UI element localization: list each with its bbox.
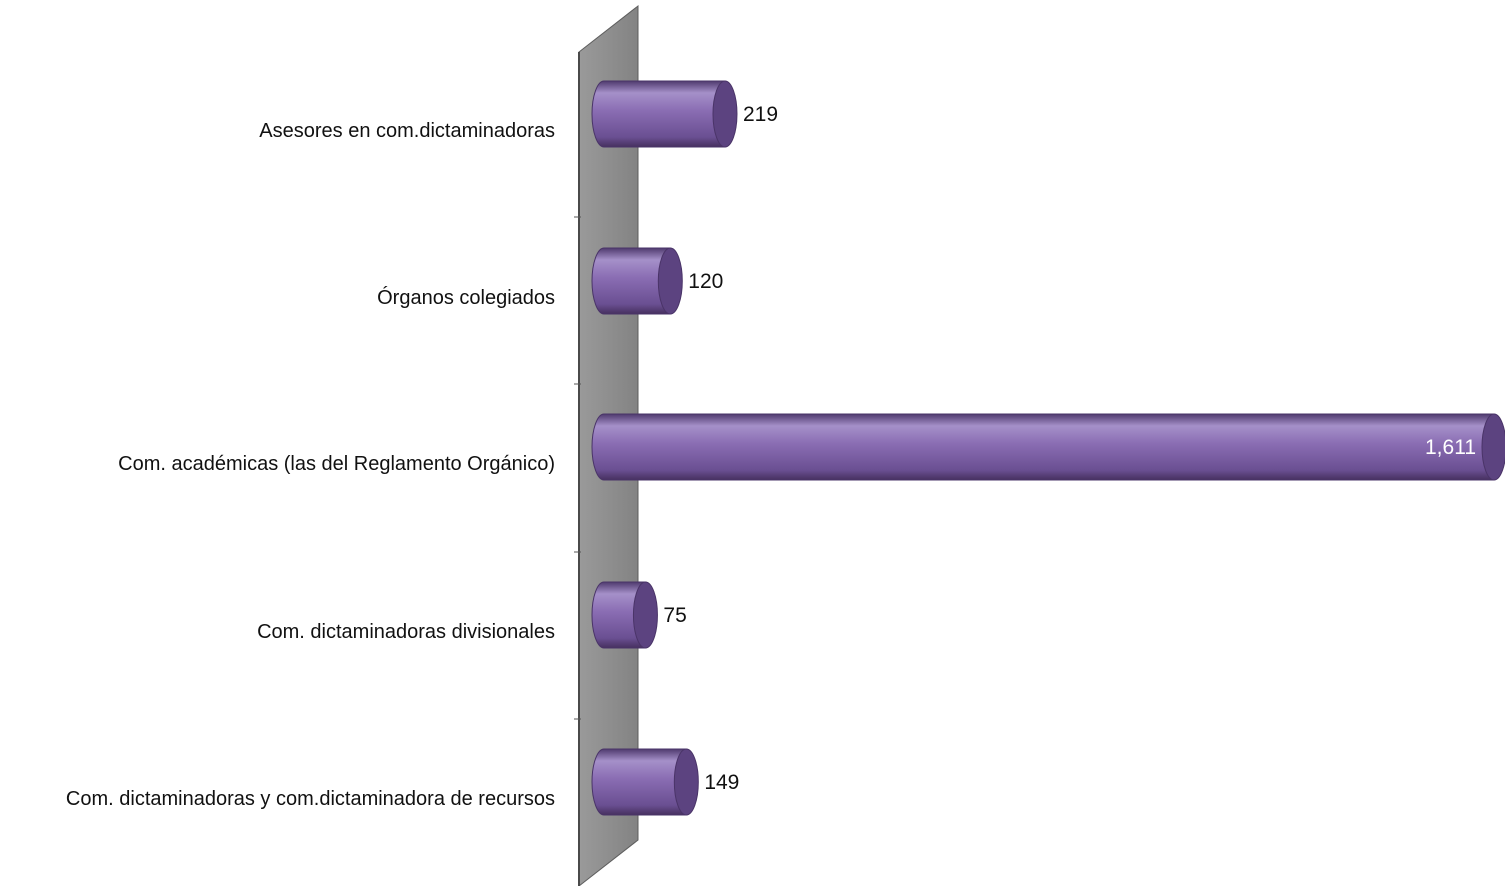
bar-body — [591, 581, 646, 649]
bar-body — [591, 247, 671, 315]
bar-end-cap — [712, 80, 738, 148]
bar — [591, 80, 738, 148]
bar-end-cap — [673, 748, 699, 816]
category-label: Com. académicas (las del Reglamento Orgá… — [118, 453, 555, 475]
bar-body — [591, 413, 1495, 481]
bar-end-cap — [657, 247, 683, 315]
bar-end-cap — [632, 581, 658, 649]
bar — [591, 581, 658, 649]
category-label: Com. dictaminadoras divisionales — [257, 621, 555, 643]
bar-body — [591, 748, 687, 816]
bar-body — [591, 80, 726, 148]
bar — [591, 413, 1505, 481]
value-label: 219 — [743, 103, 778, 126]
bar-end-cap — [1481, 413, 1505, 481]
value-label: 75 — [663, 604, 686, 627]
category-label: Com. dictaminadoras y com.dictaminadora … — [66, 788, 555, 810]
axis-ticks — [574, 216, 581, 720]
value-label: 1,611 — [1425, 436, 1476, 459]
bar — [591, 748, 699, 816]
bar — [591, 247, 683, 315]
value-label: 120 — [688, 270, 723, 293]
category-label: Órganos colegiados — [377, 286, 555, 309]
value-labels: 219 120 1,611 75 149 — [663, 103, 1476, 794]
bar-series — [591, 80, 1505, 816]
category-label: Asesores en com.dictaminadoras — [259, 120, 555, 142]
value-label: 149 — [704, 771, 739, 794]
category-labels: Asesores en com.dictaminadoras Órganos c… — [66, 120, 555, 810]
